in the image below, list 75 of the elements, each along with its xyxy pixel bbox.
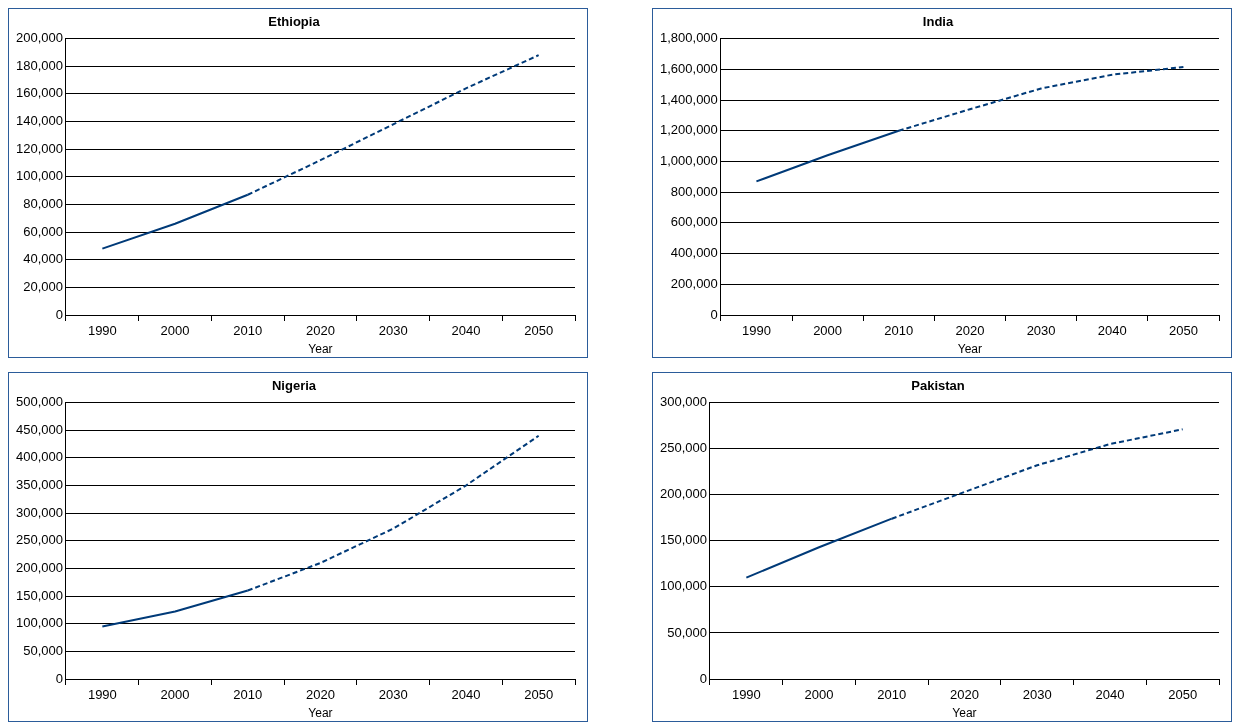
y-tick-label: 250,000 (659, 440, 707, 456)
chart-title: Nigeria (271, 378, 317, 394)
y-tick-label: 20,000 (23, 278, 63, 294)
y-tick-label: 150,000 (659, 532, 707, 548)
y-tick-label: 120,000 (15, 140, 63, 156)
y-tick-label: 300,000 (659, 394, 707, 410)
x-axis-title: Year (308, 706, 333, 721)
y-tick-label: 150,000 (15, 587, 63, 603)
x-tick-label: 2050 (1168, 687, 1198, 703)
x-tick-label: 2050 (524, 323, 554, 339)
y-tick-label: 1,200,000 (659, 122, 718, 138)
x-tick-label: 1990 (731, 687, 761, 703)
y-tick-label: 40,000 (23, 251, 63, 267)
x-axis-title: Year (308, 342, 333, 357)
y-tick-label: 140,000 (15, 113, 63, 129)
y-tick-label: 500,000 (15, 394, 63, 410)
y-tick-label: 100,000 (659, 578, 707, 594)
y-tick-label: 800,000 (670, 183, 718, 199)
x-tick-label: 2000 (160, 323, 190, 339)
y-tick-label: 400,000 (15, 449, 63, 465)
y-tick-label: 100,000 (15, 168, 63, 184)
y-tick-label: 200,000 (659, 486, 707, 502)
x-tick-label: 2010 (877, 687, 907, 703)
y-tick-label: 200,000 (15, 560, 63, 576)
y-tick-label: 1,600,000 (659, 60, 718, 76)
y-tick-label: 350,000 (15, 477, 63, 493)
x-tick-label: 2030 (378, 323, 408, 339)
y-tick-label: 160,000 (15, 85, 63, 101)
x-tick-label: 2030 (378, 687, 408, 703)
y-tick-label: 200,000 (15, 30, 63, 46)
y-tick-label: 60,000 (23, 223, 63, 239)
x-tick-label: 1990 (741, 323, 771, 339)
y-tick-label: 0 (710, 306, 718, 322)
y-tick-label: 0 (55, 670, 63, 686)
y-tick-label: 400,000 (670, 245, 718, 261)
y-tick-label: 0 (55, 306, 63, 322)
x-tick-label: 2020 (306, 687, 335, 703)
x-tick-label: 1990 (87, 323, 117, 339)
y-tick-label: 300,000 (15, 504, 63, 520)
x-tick-label: 2040 (1097, 323, 1127, 339)
x-tick-label: 2050 (524, 687, 554, 703)
y-tick-label: 1,000,000 (659, 153, 718, 169)
chart-title: Ethiopia (268, 14, 321, 30)
x-tick-label: 2040 (451, 687, 481, 703)
y-tick-label: 200,000 (670, 275, 718, 291)
x-tick-label: 2020 (306, 323, 335, 339)
x-tick-label: 2040 (1095, 687, 1125, 703)
y-tick-label: 50,000 (23, 642, 63, 658)
x-tick-label: 2020 (950, 687, 979, 703)
x-tick-label: 2030 (1022, 687, 1052, 703)
x-tick-label: 2050 (1168, 323, 1198, 339)
y-tick-label: 250,000 (15, 532, 63, 548)
y-tick-label: 1,400,000 (659, 91, 718, 107)
x-tick-label: 2000 (160, 687, 190, 703)
x-tick-label: 2040 (451, 323, 481, 339)
chart-title: India (922, 14, 954, 30)
y-tick-label: 100,000 (15, 615, 63, 631)
x-tick-label: 2010 (233, 323, 263, 339)
chart-title: Pakistan (911, 378, 965, 394)
x-tick-label: 2010 (884, 323, 914, 339)
x-tick-label: 2000 (804, 687, 834, 703)
y-tick-label: 180,000 (15, 57, 63, 73)
y-tick-label: 0 (699, 670, 707, 686)
x-tick-label: 1990 (87, 687, 117, 703)
x-tick-label: 2020 (955, 323, 985, 339)
x-axis-title: Year (957, 342, 983, 357)
x-axis-title: Year (952, 706, 977, 721)
y-tick-label: 600,000 (670, 214, 718, 230)
y-tick-label: 50,000 (667, 624, 707, 640)
y-tick-label: 450,000 (15, 421, 63, 437)
x-tick-label: 2010 (233, 687, 263, 703)
x-tick-label: 2000 (813, 323, 843, 339)
y-tick-label: 1,800,000 (659, 30, 718, 46)
y-tick-label: 80,000 (23, 196, 63, 212)
x-tick-label: 2030 (1026, 323, 1056, 339)
